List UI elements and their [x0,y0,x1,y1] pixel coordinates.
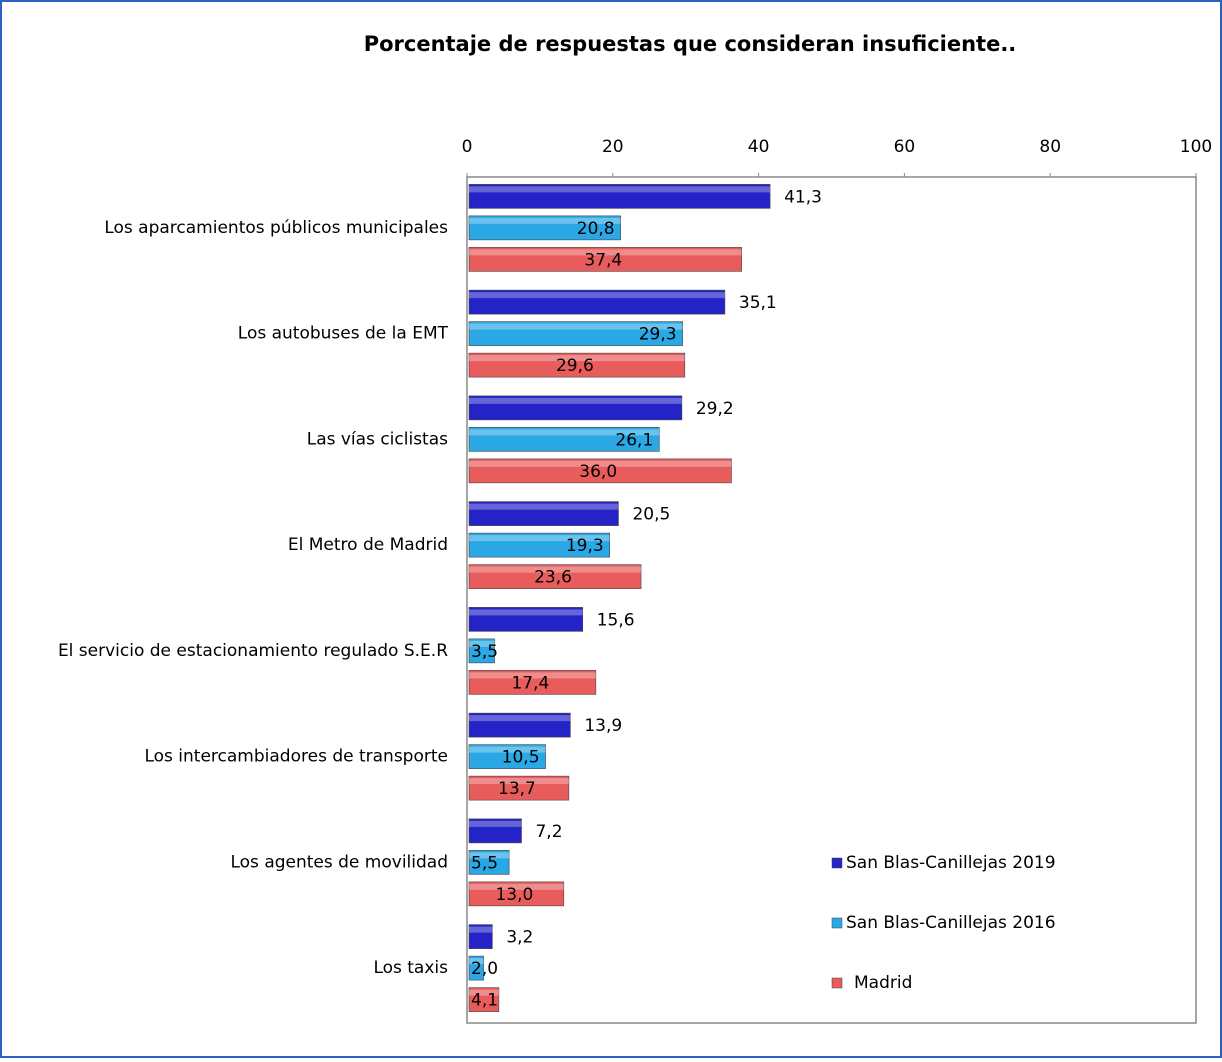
chart-title: Porcentaje de respuestas que consideran … [364,32,1017,56]
data-label: 3,5 [471,642,498,662]
bar-shine [469,852,510,859]
bar-shine [469,249,742,256]
y-tick-label: El Metro de Madrid [288,535,448,555]
data-label: 13,9 [584,716,622,736]
bar [468,501,619,526]
bar [468,955,484,981]
x-tick-label: 0 [462,137,473,157]
y-tick-label: Los intercambiadores de transporte [144,747,448,767]
bar [468,247,742,272]
bar-shine [469,883,564,890]
bar-shine [469,672,596,679]
bar-shine [469,640,495,647]
bar-shine [469,460,732,467]
y-tick-label: Las vías ciclistas [307,429,448,449]
bar-shine [469,186,771,193]
bar-shine [469,746,546,753]
data-label: 2,0 [471,959,498,979]
bar-shine [469,566,642,573]
data-label: 15,6 [597,610,635,630]
data-label: 13,7 [498,779,536,799]
bar [468,321,683,346]
bar-shine [469,958,484,965]
bar [468,638,495,664]
bar [468,532,610,558]
bar-shine [469,535,610,542]
data-label: 36,0 [579,462,617,482]
bar-shine [469,292,725,299]
data-label: 17,4 [511,673,549,693]
data-label: 29,3 [639,325,677,345]
data-label: 5,5 [471,853,498,873]
bar-shine [469,609,583,616]
data-label: 3,2 [506,928,533,948]
bar [468,352,686,378]
data-label: 20,5 [632,505,670,525]
bar [468,607,584,632]
bar-shine [469,323,683,330]
legend-swatch [831,857,843,869]
bar [468,924,493,949]
bar [468,881,565,907]
bar [468,744,546,769]
data-label: 4,1 [471,991,498,1011]
bar-shine [469,715,571,722]
y-tick-label: Los agentes de movilidad [230,852,448,872]
bar [468,775,570,801]
bar [468,184,771,209]
data-label: 10,5 [502,748,540,768]
bar-shine [469,503,619,510]
legend-swatch [831,977,843,989]
data-label: 41,3 [784,187,822,207]
bar [468,564,642,589]
data-label: 26,1 [615,430,653,450]
y-tick-label: Los taxis [373,958,448,978]
y-tick-label: Los autobuses de la EMT [238,324,449,344]
bar-shine [469,355,685,362]
bar [468,427,660,452]
bar [468,670,597,695]
bar [468,289,726,315]
legend-swatch [831,917,843,929]
x-tick-label: 100 [1180,137,1212,157]
bar-shine [469,926,493,933]
bar-shine [469,397,682,404]
bar [468,818,522,844]
bar-shine [469,429,660,436]
bar [468,215,621,241]
x-tick-label: 80 [1039,137,1061,157]
legend-label: Madrid [854,973,912,993]
data-label: 23,6 [534,568,572,588]
legend-label: San Blas-Canillejas 2016 [846,913,1056,933]
bar-shine [469,778,569,785]
y-tick-label: El servicio de estacionamiento regulado … [58,641,448,661]
bar [468,712,571,738]
y-tick-label: Los aparcamientos públicos municipales [104,218,448,238]
x-tick-label: 20 [602,137,624,157]
data-label: 19,3 [566,536,604,556]
bar-shine [469,820,522,827]
bar [468,850,510,875]
data-label: 29,2 [696,399,734,419]
x-tick-label: 40 [748,137,770,157]
bar-shine [469,217,621,224]
data-label: 37,4 [584,250,622,270]
bar [468,987,500,1012]
bar [468,458,732,484]
data-label: 13,0 [495,885,533,905]
data-label: 35,1 [739,293,777,313]
data-label: 20,8 [577,219,615,239]
bar [468,395,683,421]
legend-label: San Blas-Canillejas 2019 [846,853,1056,873]
data-label: 29,6 [556,356,594,376]
data-label: 7,2 [535,822,562,842]
x-tick-label: 60 [894,137,916,157]
bar-shine [469,989,499,996]
plot-area [466,176,1197,1024]
